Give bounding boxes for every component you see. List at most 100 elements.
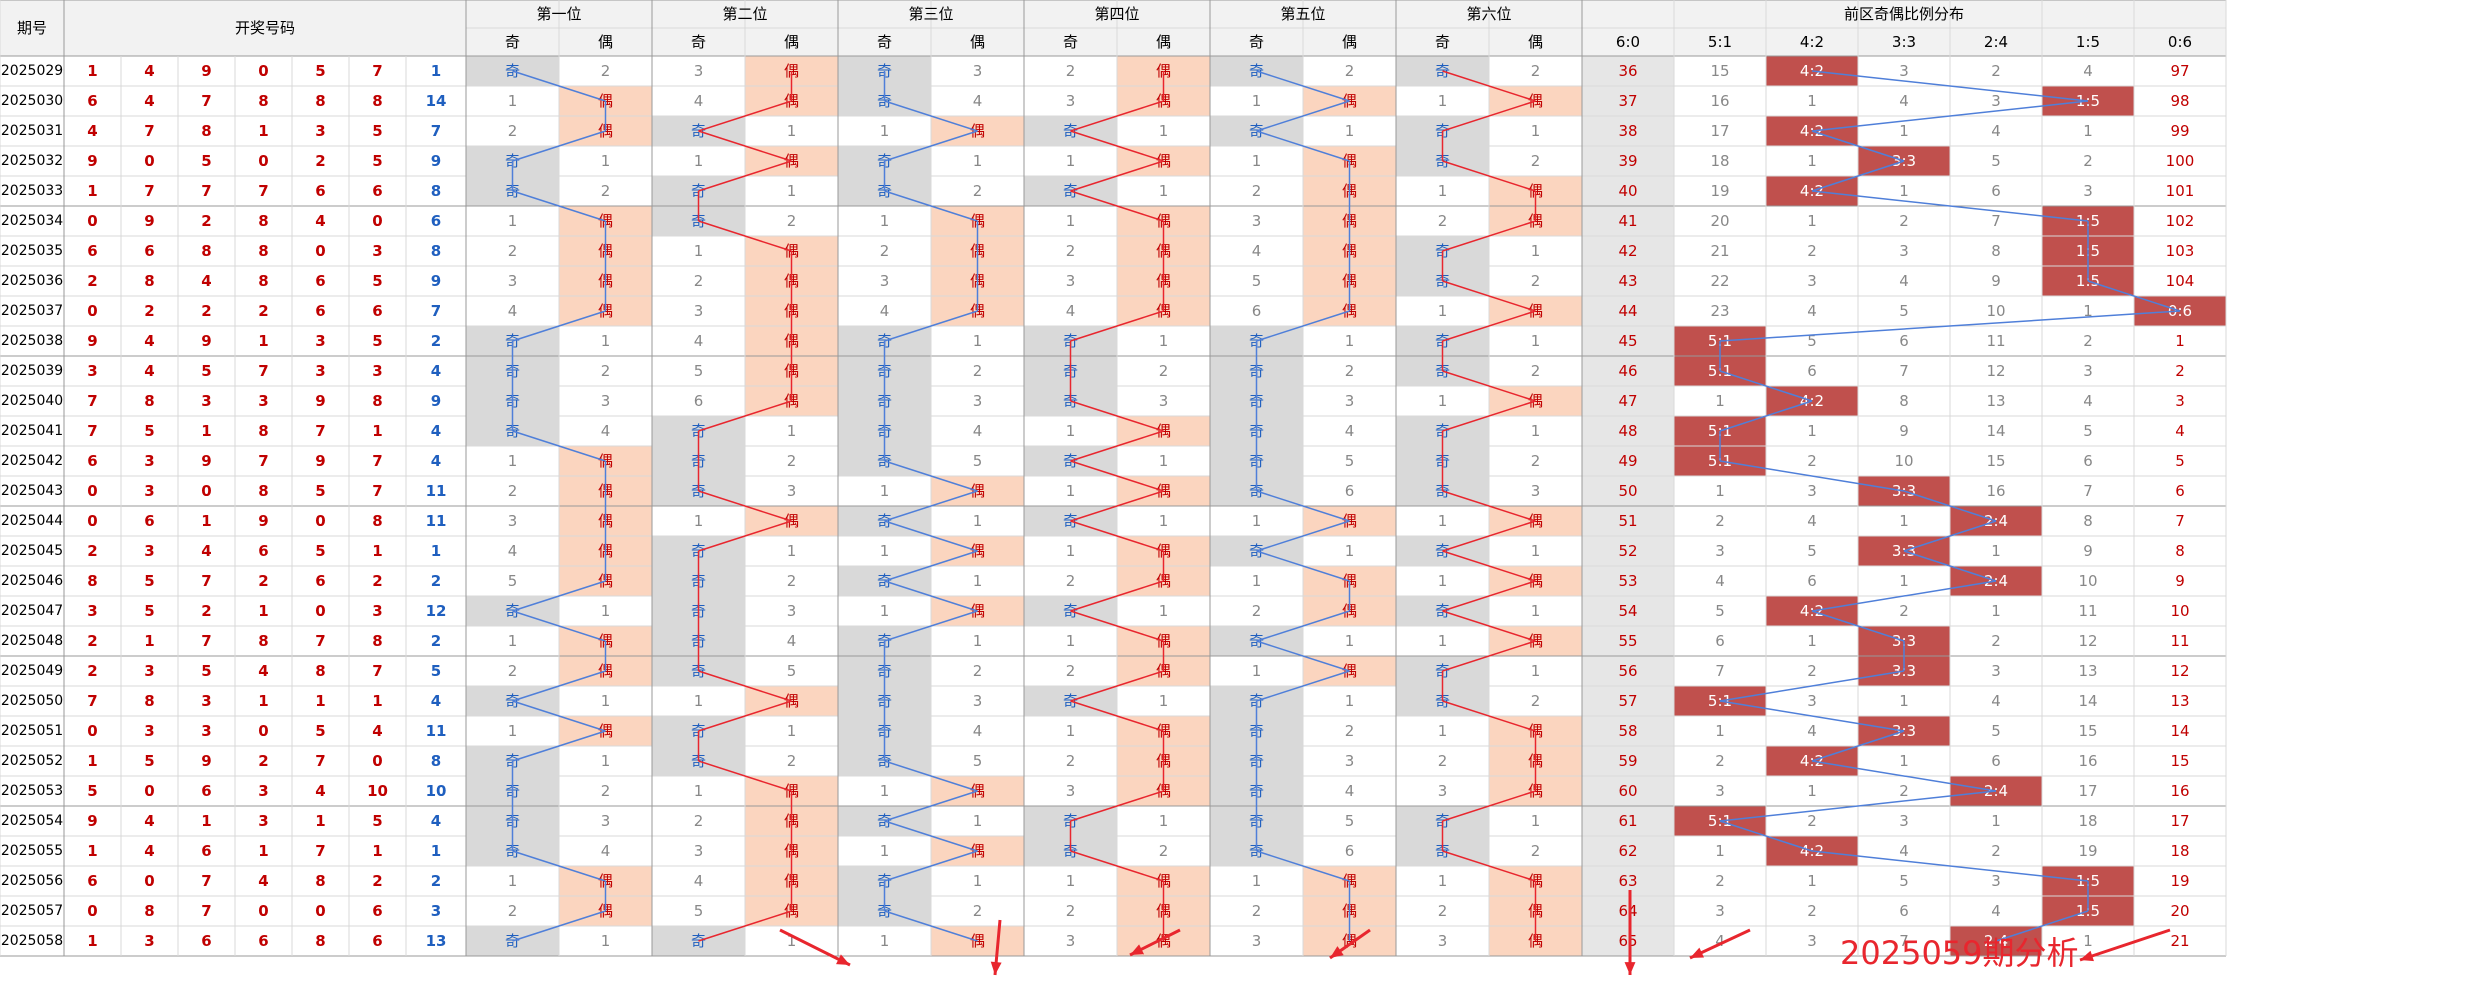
ratio-cell: 6: [2175, 482, 2185, 500]
miss-count: 1: [1438, 392, 1448, 410]
number-ball: 9: [87, 332, 97, 350]
number-ball: 7: [201, 182, 211, 200]
number-ball: 1: [258, 692, 268, 710]
ratio-trend-line: [2087, 280, 2181, 312]
blue-ball: 2: [431, 332, 441, 350]
ratio-cell: 4: [1807, 722, 1817, 740]
ratio-cell: 1: [1807, 152, 1817, 170]
ratio-cell: 3: [1715, 782, 1725, 800]
ratio-cell: 9: [1991, 272, 2001, 290]
number-ball: 1: [258, 122, 268, 140]
position-trend-line: [1256, 550, 1350, 582]
number-ball: 8: [144, 392, 154, 410]
number-ball: 7: [201, 572, 211, 590]
miss-count: 4: [694, 332, 704, 350]
ratio-cell: 3: [1807, 482, 1817, 500]
number-ball: 9: [87, 152, 97, 170]
number-ball: 0: [372, 212, 382, 230]
ratio-cell: 1: [1807, 872, 1817, 890]
ratio-cell: 19: [2170, 872, 2189, 890]
miss-count: 2: [1252, 902, 1262, 920]
blue-ball: 6: [431, 212, 441, 230]
blue-ball: 8: [431, 242, 441, 260]
ratio-cell: 4: [2083, 392, 2093, 410]
annotation-arrowhead: [1624, 962, 1636, 975]
number-ball: 2: [372, 572, 382, 590]
position-trend-line: [1442, 220, 1536, 252]
number-ball: 1: [258, 842, 268, 860]
number-ball: 8: [258, 92, 268, 110]
miss-count: 1: [1345, 332, 1355, 350]
miss-count: 1: [973, 572, 983, 590]
ratio-cell: 41: [1618, 212, 1637, 230]
ratio-cell: 2: [2175, 362, 2185, 380]
period-cell: 2025053: [1, 783, 63, 799]
ratio-cell: 1: [1807, 212, 1817, 230]
miss-count: 1: [973, 872, 983, 890]
number-ball: 7: [258, 182, 268, 200]
ratio-cell: 2: [2083, 332, 2093, 350]
period-cell: 2025051: [1, 723, 63, 739]
ratio-cell: 13: [2170, 692, 2189, 710]
miss-count: 1: [787, 182, 797, 200]
position-trend-line: [884, 850, 978, 882]
period-cell: 2025048: [1, 633, 63, 649]
number-ball: 7: [315, 842, 325, 860]
position-trend-line: [1070, 460, 1164, 492]
number-ball: 6: [258, 932, 268, 950]
ratio-cell: 1: [1991, 542, 2001, 560]
number-ball: 4: [201, 542, 211, 560]
number-ball: 2: [144, 302, 154, 320]
blue-ball: 9: [431, 392, 441, 410]
even-subheader: 偶: [970, 33, 985, 51]
ratio-cell: 59: [1618, 752, 1637, 770]
miss-count: 1: [1066, 212, 1076, 230]
miss-count: 6: [1345, 482, 1355, 500]
ratio-cell: 3: [2083, 182, 2093, 200]
ratio-cell: 5: [1899, 302, 1909, 320]
ratio-cell: 55: [1618, 632, 1637, 650]
position-trend-line: [698, 700, 792, 732]
number-ball: 6: [87, 872, 97, 890]
number-ball: 2: [87, 542, 97, 560]
miss-count: 1: [1066, 542, 1076, 560]
miss-count: 3: [694, 302, 704, 320]
number-ball: 4: [144, 62, 154, 80]
ratio-cell: 17: [2170, 812, 2189, 830]
number-ball: 2: [87, 662, 97, 680]
miss-count: 3: [787, 482, 797, 500]
number-ball: 0: [315, 902, 325, 920]
ratio-trend-line: [1811, 760, 1997, 792]
number-ball: 6: [144, 242, 154, 260]
ratio-cell: 21: [1710, 242, 1729, 260]
ratio-cell: 45: [1618, 332, 1637, 350]
position-trend-line: [884, 760, 978, 792]
blue-ball: 7: [431, 302, 441, 320]
period-cell: 2025037: [1, 303, 63, 319]
position-trend-line: [1256, 100, 1350, 132]
number-ball: 6: [372, 902, 382, 920]
ratio-cell: 16: [1986, 482, 2005, 500]
number-ball: 0: [87, 302, 97, 320]
number-ball: 7: [258, 452, 268, 470]
ratio-trend-line: [1719, 820, 1813, 852]
position-header: 第三位: [908, 5, 953, 23]
position-trend-line: [884, 490, 978, 522]
number-ball: 1: [87, 752, 97, 770]
ratio-cell: 20: [1710, 212, 1729, 230]
ratio-cell: 5: [2175, 452, 2185, 470]
number-ball: 7: [87, 392, 97, 410]
ratio-cell: 8: [2083, 512, 2093, 530]
number-ball: 8: [258, 632, 268, 650]
number-ball: 8: [201, 242, 211, 260]
ratio-cell: 2: [1899, 782, 1909, 800]
number-ball: 9: [258, 512, 268, 530]
miss-count: 1: [1066, 632, 1076, 650]
ratio-cell: 16: [2078, 752, 2097, 770]
miss-count: 3: [1252, 212, 1262, 230]
miss-count: 3: [694, 842, 704, 860]
ratio-cell: 3: [2175, 392, 2185, 410]
number-ball: 6: [372, 302, 382, 320]
period-cell: 2025046: [1, 573, 63, 589]
